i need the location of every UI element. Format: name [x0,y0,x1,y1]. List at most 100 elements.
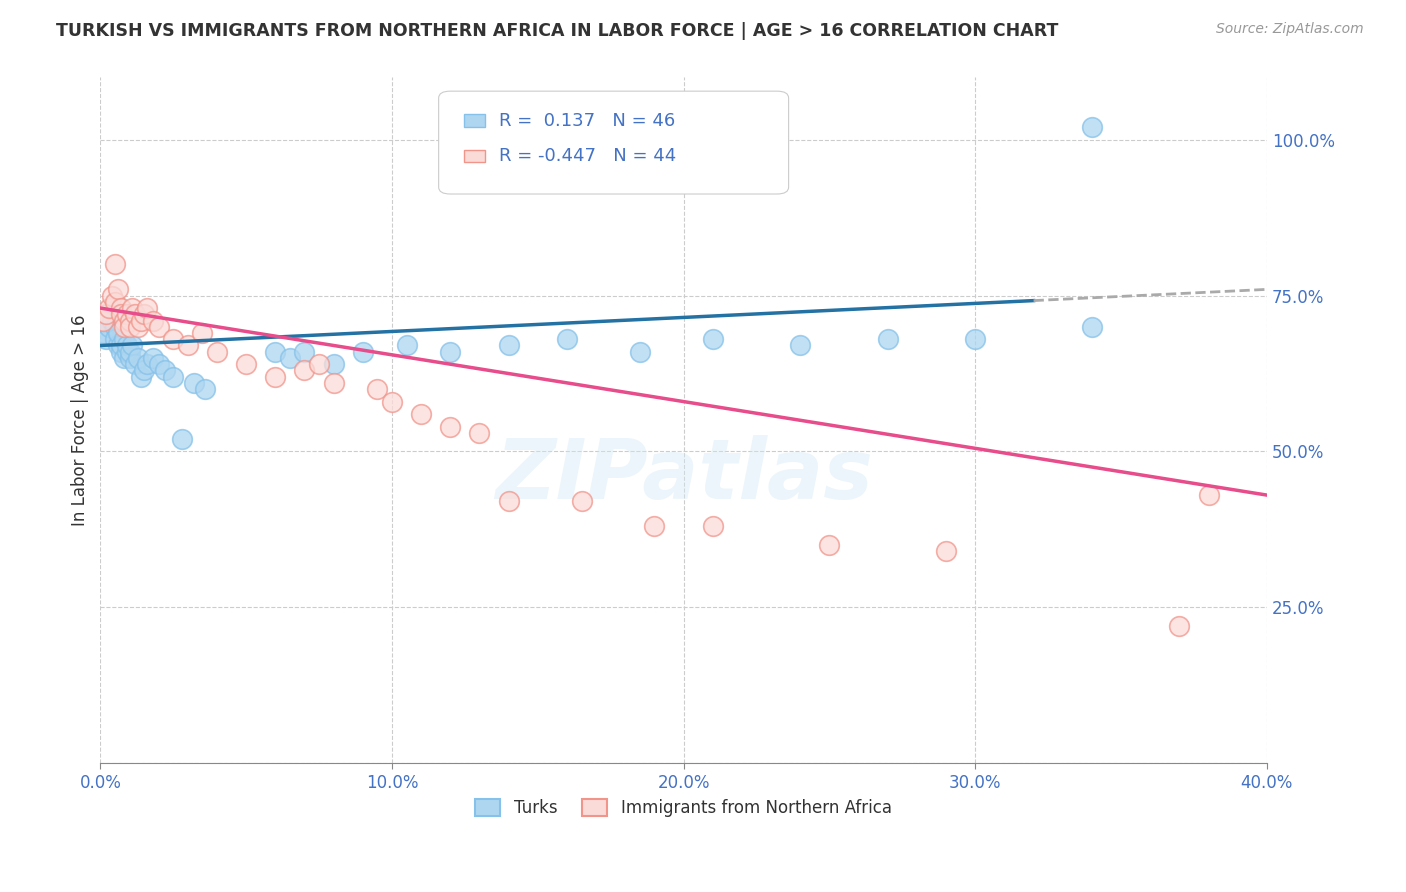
Point [112,319,135,334]
Point [876,332,898,346]
Point [366,382,388,396]
Point [411,407,433,421]
Point [96,332,118,346]
Text: TURKISH VS IMMIGRANTS FROM NORTHERN AFRICA IN LABOR FORCE | AGE > 16 CORRELATION: TURKISH VS IMMIGRANTS FROM NORTHERN AFRI… [56,22,1059,40]
Point [129,369,152,384]
Point [124,357,146,371]
Text: ZIPatlas: ZIPatlas [495,434,873,516]
Point [498,494,520,508]
Point [104,332,127,346]
Point [935,544,957,558]
Point [194,382,217,396]
Point [148,319,170,334]
Point [395,338,418,352]
Point [129,313,152,327]
Point [104,257,127,271]
Point [191,326,214,340]
Point [498,338,520,352]
Point [235,357,257,371]
Point [107,326,129,340]
Point [115,307,138,321]
Point [162,332,184,346]
Point [98,319,121,334]
Text: R = -0.447   N = 44: R = -0.447 N = 44 [499,147,676,165]
Point [1168,619,1191,633]
Point [112,351,135,365]
Point [127,319,149,334]
Point [381,394,404,409]
Point [702,332,724,346]
Point [101,313,124,327]
Point [107,282,129,296]
Point [110,338,132,352]
Point [294,344,316,359]
Point [115,344,138,359]
Point [439,419,461,434]
Point [107,338,129,352]
Point [555,332,578,346]
Point [1081,319,1104,334]
Point [965,332,987,346]
Text: Source: ZipAtlas.com: Source: ZipAtlas.com [1216,22,1364,37]
Point [132,307,155,321]
Point [110,344,132,359]
Point [205,344,228,359]
Point [115,338,138,352]
Point [118,351,141,365]
FancyBboxPatch shape [439,91,789,194]
Point [136,357,159,371]
Point [96,307,118,321]
Point [112,332,135,346]
Point [628,344,651,359]
Point [322,376,344,390]
Point [110,307,132,321]
Point [468,425,491,440]
Point [121,301,143,315]
Point [571,494,593,508]
Point [112,313,135,327]
Point [308,357,330,371]
Text: R =  0.137   N = 46: R = 0.137 N = 46 [499,112,675,129]
Point [294,363,316,377]
Point [643,519,665,533]
Point [162,369,184,384]
Point [104,319,127,334]
Point [142,313,165,327]
Point [278,351,301,365]
Point [183,376,205,390]
Point [91,313,114,327]
Point [818,538,841,552]
Point [104,294,127,309]
Point [352,344,374,359]
FancyBboxPatch shape [464,150,485,162]
Point [124,307,146,321]
Point [148,357,170,371]
Point [322,357,344,371]
Point [153,363,176,377]
Point [136,301,159,315]
Point [132,363,155,377]
Y-axis label: In Labor Force | Age > 16: In Labor Force | Age > 16 [72,315,89,526]
Point [439,344,461,359]
Point [177,338,200,352]
Point [118,313,141,327]
Point [110,301,132,315]
Point [264,369,287,384]
Point [91,326,114,340]
Point [98,301,121,315]
Point [1198,488,1220,502]
Point [142,351,165,365]
Point [118,319,141,334]
Point [127,351,149,365]
Point [170,432,193,446]
Point [101,288,124,302]
FancyBboxPatch shape [464,114,485,127]
Point [101,307,124,321]
Point [121,338,143,352]
Point [789,338,811,352]
Point [118,344,141,359]
Point [264,344,287,359]
Point [702,519,724,533]
Legend: Turks, Immigrants from Northern Africa: Turks, Immigrants from Northern Africa [468,792,898,823]
Point [1081,120,1104,135]
